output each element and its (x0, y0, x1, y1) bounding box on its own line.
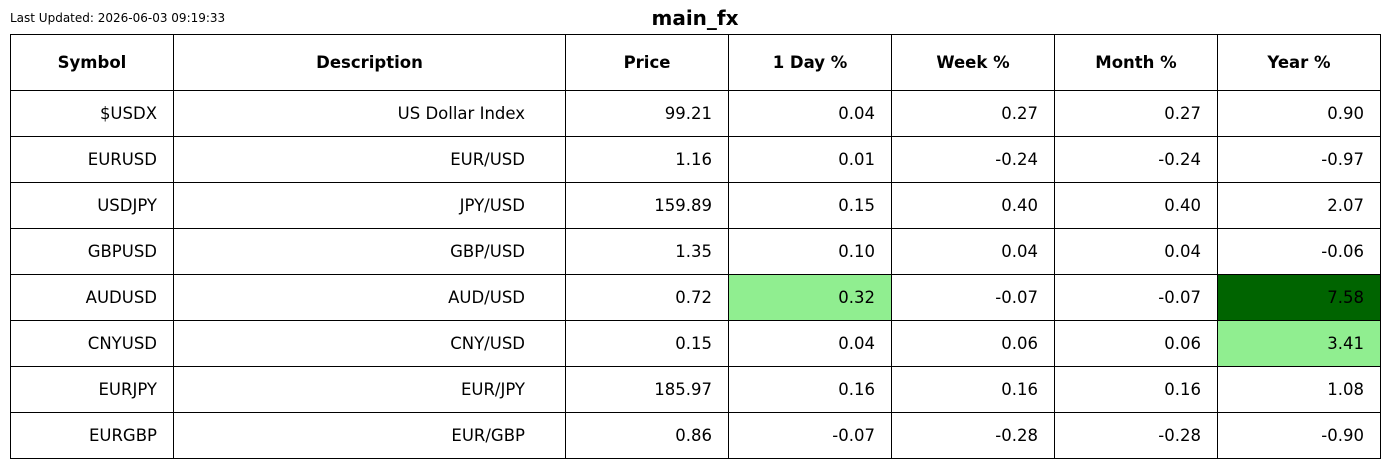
table-cell: 0.16 (891, 366, 1055, 413)
column-header: Month % (1054, 34, 1218, 91)
table-cell: 0.01 (728, 136, 892, 183)
table-row: AUDUSD AUD/USD 0.72 0.32 -0.07 -0.07 7.58 (10, 274, 1381, 321)
table-cell: EUR/USD (173, 136, 566, 183)
table-cell: 0.04 (891, 228, 1055, 275)
column-header: Week % (891, 34, 1055, 91)
table-row: GBPUSD GBP/USD 1.35 0.10 0.04 0.04 -0.06 (10, 228, 1381, 275)
table-cell: $USDX (10, 90, 174, 137)
table-cell: EUR/GBP (173, 412, 566, 459)
table-row: EURUSD EUR/USD 1.16 0.01 -0.24 -0.24 -0.97 (10, 136, 1381, 183)
table-cell: 0.04 (728, 90, 892, 137)
table-cell: -0.07 (1054, 274, 1218, 321)
table-cell: 0.04 (1054, 228, 1218, 275)
table-cell: 0.04 (728, 320, 892, 367)
table-cell: AUD/USD (173, 274, 566, 321)
column-header: 1 Day % (728, 34, 892, 91)
table-cell: 0.15 (565, 320, 729, 367)
table-cell: 7.58 (1217, 274, 1381, 321)
table-cell: EURGBP (10, 412, 174, 459)
table-cell: -0.24 (891, 136, 1055, 183)
column-header: Price (565, 34, 729, 91)
table-cell: 0.10 (728, 228, 892, 275)
table-cell: US Dollar Index (173, 90, 566, 137)
table-cell: EUR/JPY (173, 366, 566, 413)
table-cell: 99.21 (565, 90, 729, 137)
table-cell: CNYUSD (10, 320, 174, 367)
table-cell: CNY/USD (173, 320, 566, 367)
table-row: CNYUSD CNY/USD 0.15 0.04 0.06 0.06 3.41 (10, 320, 1381, 367)
table-cell: -0.24 (1054, 136, 1218, 183)
table-cell: 0.40 (1054, 182, 1218, 229)
table-cell: EURUSD (10, 136, 174, 183)
table-cell: 0.32 (728, 274, 892, 321)
table-cell: 3.41 (1217, 320, 1381, 367)
table-cell: USDJPY (10, 182, 174, 229)
table-cell: 2.07 (1217, 182, 1381, 229)
table-body: $USDX US Dollar Index 99.21 0.04 0.27 0.27 0.9… (10, 90, 1381, 459)
table-cell: 0.72 (565, 274, 729, 321)
table-cell: 0.16 (728, 366, 892, 413)
table-cell: 185.97 (565, 366, 729, 413)
table-cell: GBPUSD (10, 228, 174, 275)
table-cell: -0.28 (891, 412, 1055, 459)
table-cell: 0.27 (891, 90, 1055, 137)
table-cell: -0.07 (728, 412, 892, 459)
table-cell: 0.15 (728, 182, 892, 229)
table-cell: -0.90 (1217, 412, 1381, 459)
table-row: EURGBP EUR/GBP 0.86 -0.07 -0.28 -0.28 -0.90 (10, 412, 1381, 459)
table-cell: 159.89 (565, 182, 729, 229)
table-cell: 0.06 (1054, 320, 1218, 367)
table-cell: 0.16 (1054, 366, 1218, 413)
table-row: $USDX US Dollar Index 99.21 0.04 0.27 0.27 0.9… (10, 90, 1381, 137)
fx-table: Symbol Description Price 1 Day % Week % Month… (10, 34, 1381, 459)
table-cell: -0.06 (1217, 228, 1381, 275)
table-row: USDJPY JPY/USD 159.89 0.15 0.40 0.40 2.07 (10, 182, 1381, 229)
column-header: Year % (1217, 34, 1381, 91)
title: main_fx (651, 6, 739, 30)
last-updated: Last Updated: 2026-06-03 09:19:33 (10, 11, 226, 25)
column-header: Description (173, 34, 566, 91)
table-cell: 0.40 (891, 182, 1055, 229)
table-cell: -0.07 (891, 274, 1055, 321)
table-cell: EURJPY (10, 366, 174, 413)
table-cell: 1.16 (565, 136, 729, 183)
table-cell: GBP/USD (173, 228, 566, 275)
table-cell: 0.90 (1217, 90, 1381, 137)
table-cell: -0.97 (1217, 136, 1381, 183)
table-cell: JPY/USD (173, 182, 566, 229)
column-header: Symbol (10, 34, 174, 91)
header-row: Symbol Description Price 1 Day % Week % Month… (10, 34, 1381, 91)
table-cell: 0.86 (565, 412, 729, 459)
table-row: EURJPY EUR/JPY 185.97 0.16 0.16 0.16 1.08 (10, 366, 1381, 413)
table-cell: 1.08 (1217, 366, 1381, 413)
table-cell: 0.06 (891, 320, 1055, 367)
table-cell: -0.28 (1054, 412, 1218, 459)
table-cell: 1.35 (565, 228, 729, 275)
table-cell: AUDUSD (10, 274, 174, 321)
table-cell: 0.27 (1054, 90, 1218, 137)
